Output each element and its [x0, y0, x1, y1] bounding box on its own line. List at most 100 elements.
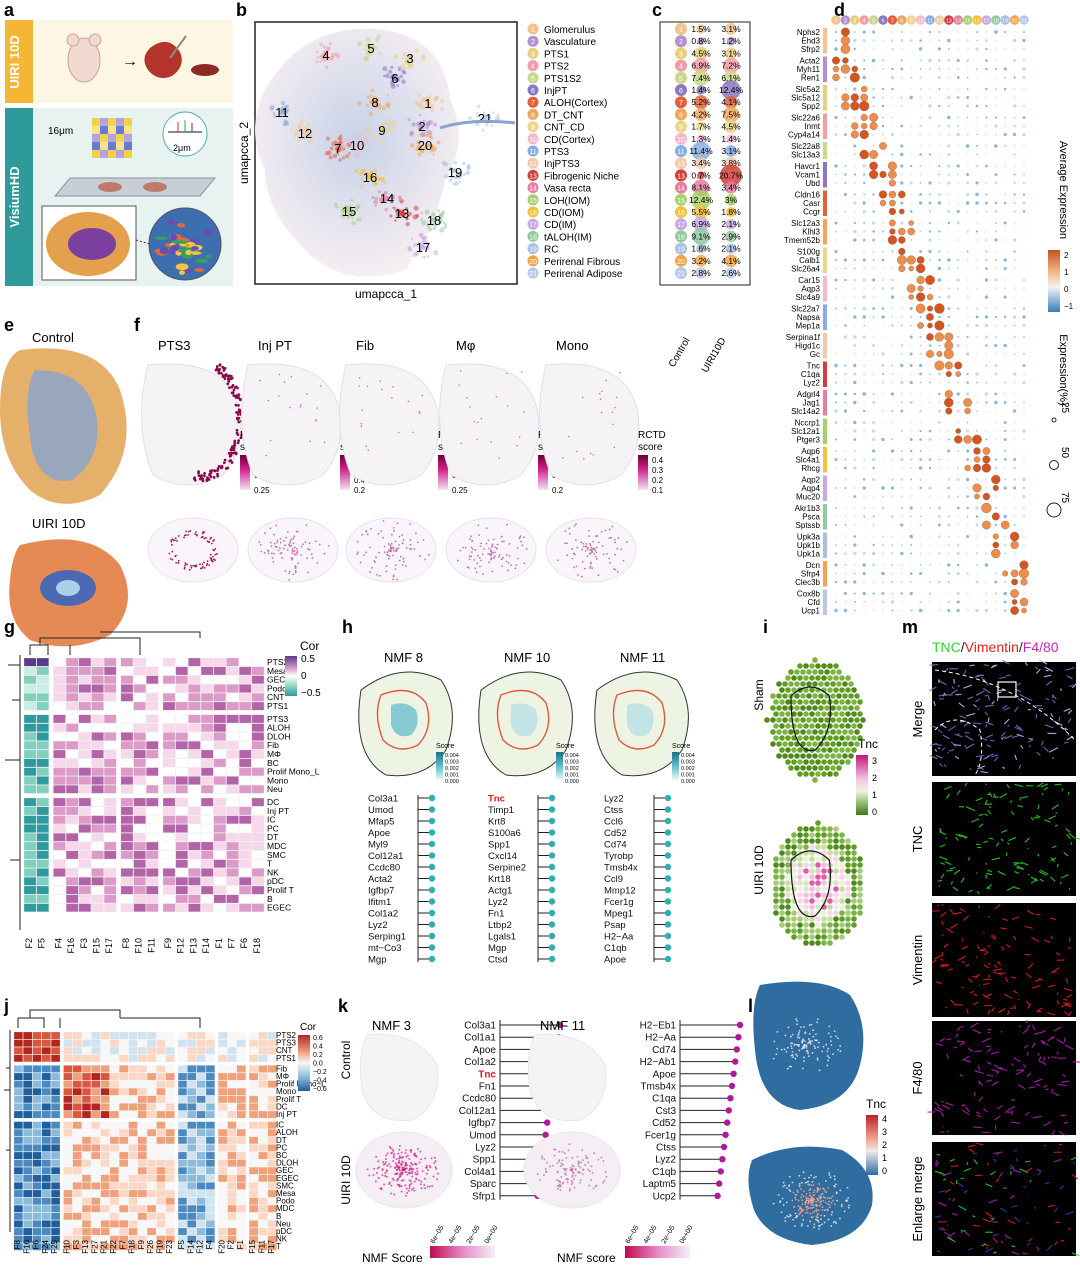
umap-cluster-label: 12: [298, 126, 312, 141]
expression-dot: [985, 373, 988, 375]
expression-dot: [1022, 230, 1026, 233]
expression-dot: [985, 364, 988, 367]
g-heat-cell: [120, 806, 134, 816]
g-heat-cell: [146, 723, 159, 732]
expression-dot: [881, 421, 885, 424]
g-heat-cell: [36, 824, 49, 833]
expression-dot: [966, 88, 969, 90]
g-col-label: F16: [66, 938, 76, 954]
f-dot: [215, 367, 219, 371]
expression-dot: [976, 88, 978, 90]
hex-spot: [773, 868, 779, 874]
hex-spot: [827, 687, 833, 693]
j-heat-cell: [119, 1167, 129, 1175]
expression-dot: [862, 420, 866, 425]
expression-dot: [901, 133, 903, 136]
g-heat-cell: [65, 684, 79, 693]
umap-point: [363, 136, 368, 141]
j-heat-cell: [128, 1039, 138, 1047]
expression-dot: [975, 429, 979, 433]
expression-dot: [985, 238, 988, 242]
f-dot: [581, 548, 584, 551]
hex-spot: [785, 850, 791, 856]
hex-spot: [854, 717, 860, 723]
hex-spot: [785, 868, 791, 874]
f-dot: [201, 567, 204, 569]
gene-label: Muc20: [796, 493, 821, 502]
g-heat-cell: [36, 797, 49, 807]
hex-spot: [815, 880, 821, 886]
f-legend-title: RCTD: [638, 430, 666, 441]
g-heat-cell: [239, 859, 252, 868]
expression-dot: [985, 352, 988, 356]
g-col-label: F11: [146, 938, 156, 953]
expression-dot: [975, 535, 979, 538]
expression-dot: [965, 392, 970, 396]
j-heat-cell: [32, 1039, 42, 1047]
umap-cluster-label: 16: [363, 170, 377, 185]
j-heat-cell: [51, 1129, 61, 1137]
hex-spot: [845, 735, 851, 741]
expression-dot: [937, 30, 941, 34]
expression-dot: [909, 210, 913, 213]
expression-dot: [881, 104, 885, 108]
g-heat-cell: [200, 815, 214, 824]
expression-dot: [853, 324, 856, 327]
expression-dot: [863, 344, 866, 347]
expression-dot: [928, 392, 932, 396]
j-heat-cell: [156, 1182, 166, 1190]
j-heat-cell: [147, 1136, 157, 1145]
expression-dot: [975, 76, 979, 79]
g-heat-cell: [200, 885, 214, 895]
dotplot-header-id: 12: [936, 19, 942, 25]
g-heat-cell: [78, 723, 92, 732]
g-heat-cell: [226, 723, 239, 732]
expression-dot: [872, 193, 875, 196]
j-heat-cell: [137, 1110, 147, 1119]
g-heat-cell: [91, 776, 104, 785]
f-dot: [469, 538, 471, 540]
expression-dot: [957, 230, 959, 233]
h-lollipop-head: [664, 840, 672, 848]
g-heat-cell: [162, 785, 176, 794]
panel-g: PTS2MesaGECPodoCNTPTS1PTS3ALOHDLOHFibMΦB…: [5, 631, 321, 954]
expression-dot: [881, 87, 885, 91]
dotplot-header-id: 19: [1002, 19, 1008, 25]
f-dot: [477, 524, 480, 527]
g-heat-cell: [23, 741, 37, 750]
f-dot: [201, 535, 204, 538]
expression-dot: [900, 324, 903, 327]
expression-dot: [889, 219, 896, 227]
j-heat-cell: [137, 1103, 147, 1111]
h-lollipop-head: [548, 921, 556, 928]
expression-dot: [834, 115, 838, 120]
j-heat-cell: [100, 1205, 110, 1213]
g-heat-cell: [133, 693, 146, 702]
expression-dot: [965, 352, 970, 356]
j-heat-cell: [205, 1129, 215, 1137]
expression-dot: [957, 450, 959, 452]
j-heat-cell: [187, 1167, 197, 1175]
g-heat-cell: [23, 723, 37, 732]
f-dot: [183, 566, 186, 569]
g-heat-cell: [239, 824, 252, 833]
umap-point: [407, 211, 412, 217]
j-heat-cell: [258, 1047, 268, 1055]
expression-dot: [909, 193, 913, 196]
h-lollipop-head: [428, 955, 436, 963]
hex-spot: [797, 898, 803, 904]
j-heat-cell: [109, 1065, 119, 1073]
expression-dot: [975, 104, 979, 108]
expression-dot: [850, 93, 859, 102]
hex-spot: [812, 705, 818, 711]
expression-dot: [1013, 438, 1017, 441]
f-dot: [493, 551, 496, 554]
f-dot: [398, 544, 400, 546]
umap-point: [325, 136, 331, 141]
g-heat-cell: [78, 859, 92, 868]
f-dot: [211, 560, 214, 563]
j-heat-cell: [187, 1144, 197, 1152]
hex-spot: [827, 771, 833, 777]
g-heat-cell: [188, 841, 201, 851]
j-heat-cell: [178, 1054, 188, 1063]
